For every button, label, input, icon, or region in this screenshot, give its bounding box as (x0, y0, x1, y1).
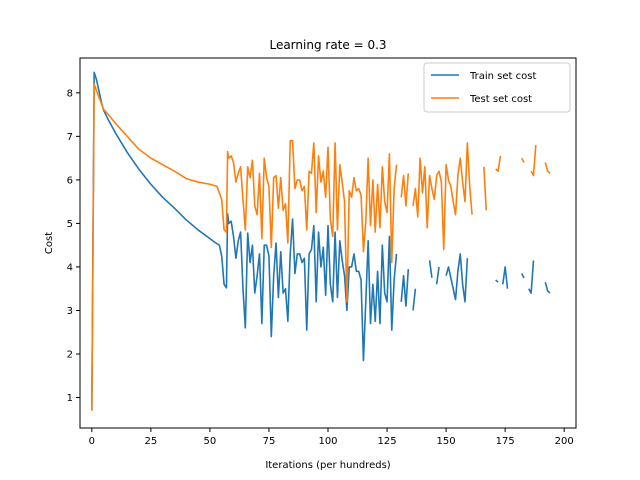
y-tick-label: 5 (67, 219, 73, 230)
series-line-segment (435, 266, 440, 285)
series-line-segment (495, 279, 499, 283)
series-test (91, 83, 551, 411)
legend-label-train: Train set cost (469, 71, 536, 82)
y-axis: 1 2 3 4 5 6 7 8 (67, 88, 80, 404)
x-tick-label: 150 (437, 436, 456, 447)
series-line-segment (528, 260, 535, 294)
series-line-segment (520, 157, 525, 163)
series-line-segment (530, 144, 537, 177)
x-tick-label: 25 (144, 436, 157, 447)
series-line-segment (91, 83, 398, 411)
legend-label-test: Test set cost (469, 94, 532, 105)
y-tick-label: 4 (67, 262, 73, 273)
x-tick-label: 200 (555, 436, 574, 447)
y-axis-label: Cost (44, 232, 55, 254)
x-tick-label: 100 (318, 436, 337, 447)
chart-title: Learning rate = 0.3 (269, 38, 386, 52)
x-tick-label: 175 (496, 436, 515, 447)
series-line-segment (445, 253, 469, 303)
series-train (91, 71, 551, 411)
series-line-segment (520, 273, 525, 279)
x-tick-label: 50 (204, 436, 217, 447)
y-tick-label: 6 (67, 175, 73, 186)
series-line-segment (495, 155, 502, 172)
series-line-segment (400, 173, 410, 207)
x-tick-label: 125 (378, 436, 397, 447)
x-tick-label: 75 (263, 436, 276, 447)
y-tick-label: 2 (67, 350, 73, 361)
series-line-segment (412, 288, 417, 311)
series-line-segment (483, 166, 488, 211)
y-tick-label: 7 (67, 132, 73, 143)
series-line-segment (428, 260, 433, 278)
x-tick-label: 0 (89, 436, 95, 447)
y-tick-label: 8 (67, 88, 73, 99)
series-line-segment (91, 71, 398, 411)
series-line-segment (501, 266, 509, 289)
legend-box (423, 62, 571, 113)
series-line-segment (412, 142, 473, 251)
x-axis-label: Iterations (per hundreds) (265, 460, 390, 471)
x-axis: 0 25 50 75 100 125 150 175 200 (89, 428, 574, 447)
y-tick-label: 1 (67, 393, 73, 404)
series-line-segment (544, 162, 551, 174)
series-line-segment (544, 281, 551, 294)
series-line-segment (400, 269, 410, 307)
legend: Train set cost Test set cost (423, 62, 571, 113)
y-tick-label: 3 (67, 306, 73, 317)
series-layer (91, 71, 551, 411)
